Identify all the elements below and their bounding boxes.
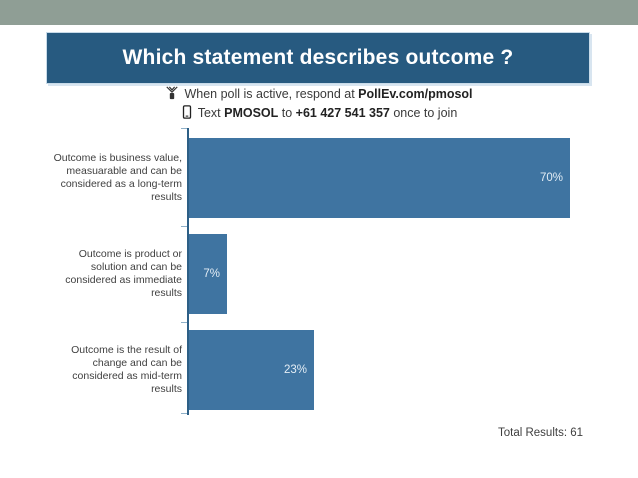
category-label-line: results bbox=[151, 287, 182, 299]
y-axis-line bbox=[187, 128, 189, 415]
category-label-line: change and can be bbox=[92, 357, 182, 369]
title-bar: Which statement describes outcome ? bbox=[46, 32, 590, 84]
instruction-text: once to join bbox=[389, 106, 458, 120]
bar-1: 70% bbox=[189, 138, 570, 218]
sms-number: +61 427 541 357 bbox=[295, 106, 390, 120]
category-label-line: Outcome is product or bbox=[78, 248, 182, 260]
total-results: Total Results: 61 bbox=[498, 427, 583, 439]
instruction-text: When poll is active, respond at bbox=[184, 87, 359, 101]
bar-2: 7% bbox=[189, 234, 227, 314]
respond-web-icon bbox=[165, 86, 179, 106]
sms-keyword: PMOSOL bbox=[224, 106, 279, 120]
category-label-line: considered as immediate bbox=[65, 274, 182, 286]
category-label-line: Outcome is business value, bbox=[53, 152, 182, 164]
axis-tick bbox=[181, 226, 187, 227]
category-label-3: Outcome is the result of change and can b… bbox=[6, 330, 182, 410]
top-band bbox=[0, 0, 638, 25]
category-label-line: considered as a long-term bbox=[60, 178, 182, 190]
axis-tick bbox=[181, 413, 187, 414]
phone-icon bbox=[181, 105, 193, 125]
total-results-label: Total Results: 61 bbox=[497, 427, 583, 439]
poll-instructions: When poll is active, respond at PollEv.c… bbox=[0, 85, 638, 123]
instruction-text: to bbox=[278, 106, 296, 120]
category-label-line: measuarable and can be bbox=[66, 165, 182, 177]
bar-3: 23% bbox=[189, 330, 314, 410]
instruction-text: Text bbox=[197, 106, 225, 120]
category-label-line: results bbox=[151, 383, 182, 395]
instruction-line-sms: Text PMOSOL to +61 427 541 357 once to j… bbox=[0, 104, 638, 123]
category-label-line: solution and can be bbox=[90, 261, 182, 273]
axis-tick bbox=[181, 128, 187, 129]
page-title: Which statement describes outcome ? bbox=[122, 46, 514, 69]
category-label-line: considered as mid-term bbox=[72, 370, 182, 382]
category-label-line: results bbox=[151, 191, 182, 203]
category-label-1: Outcome is business value, measuarable an… bbox=[6, 138, 182, 218]
bar-value-label: 70% bbox=[539, 172, 563, 184]
bar-value-label: 7% bbox=[203, 268, 220, 280]
category-label-2: Outcome is product or solution and can be… bbox=[6, 234, 182, 314]
pollev-url: PollEv.com/pmosol bbox=[358, 87, 473, 101]
axis-tick bbox=[181, 322, 187, 323]
category-label-line: Outcome is the result of bbox=[71, 344, 182, 356]
bar-value-label: 23% bbox=[283, 364, 307, 376]
instruction-line-web: When poll is active, respond at PollEv.c… bbox=[0, 85, 638, 104]
